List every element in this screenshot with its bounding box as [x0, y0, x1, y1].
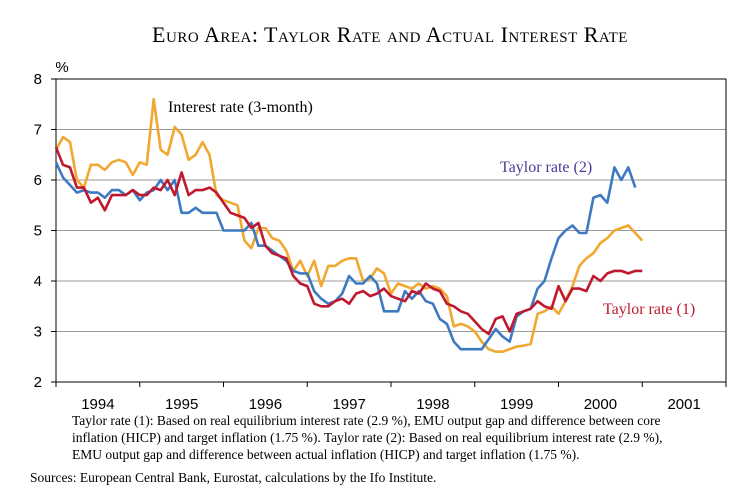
- x-tick-label: 2001: [667, 396, 700, 413]
- footnote-line: inflation (HICP) and target inflation (1…: [72, 430, 663, 445]
- y-tick-label: 2: [34, 374, 42, 391]
- y-tick-label: 4: [34, 273, 42, 290]
- y-tick-label: 5: [34, 223, 42, 240]
- x-tick-label: 1996: [249, 396, 282, 413]
- x-tick-label: 1994: [81, 396, 114, 413]
- plot-frame: [55, 78, 727, 383]
- y-unit: %: [55, 59, 68, 76]
- series-label: Taylor rate (1): [603, 301, 695, 318]
- x-tick-label: 2000: [584, 396, 617, 413]
- y-tick-label: 8: [34, 71, 42, 88]
- y-tick-label: 6: [34, 172, 42, 189]
- chart-title: Euro Area: Taylor Rate and Actual Intere…: [152, 22, 628, 47]
- x-tick-label: 1998: [416, 396, 449, 413]
- series-line: [54, 161, 637, 351]
- series-line: [54, 97, 644, 353]
- x-tick-label: 1995: [165, 396, 198, 413]
- x-tick-label: 1999: [500, 396, 533, 413]
- series-label: Taylor rate (2): [500, 159, 592, 176]
- footnote-line: Taylor rate (1): Based on real equilibri…: [72, 413, 660, 428]
- source: Sources: European Central Bank, Eurostat…: [30, 470, 436, 485]
- series-line: [54, 146, 643, 336]
- x-tick-label: 1997: [332, 396, 365, 413]
- footnote-line: EMU output gap and difference between ac…: [72, 447, 579, 462]
- series-label: Interest rate (3-month): [168, 99, 313, 116]
- y-tick-label: 3: [34, 324, 42, 341]
- y-tick-label: 7: [34, 122, 42, 139]
